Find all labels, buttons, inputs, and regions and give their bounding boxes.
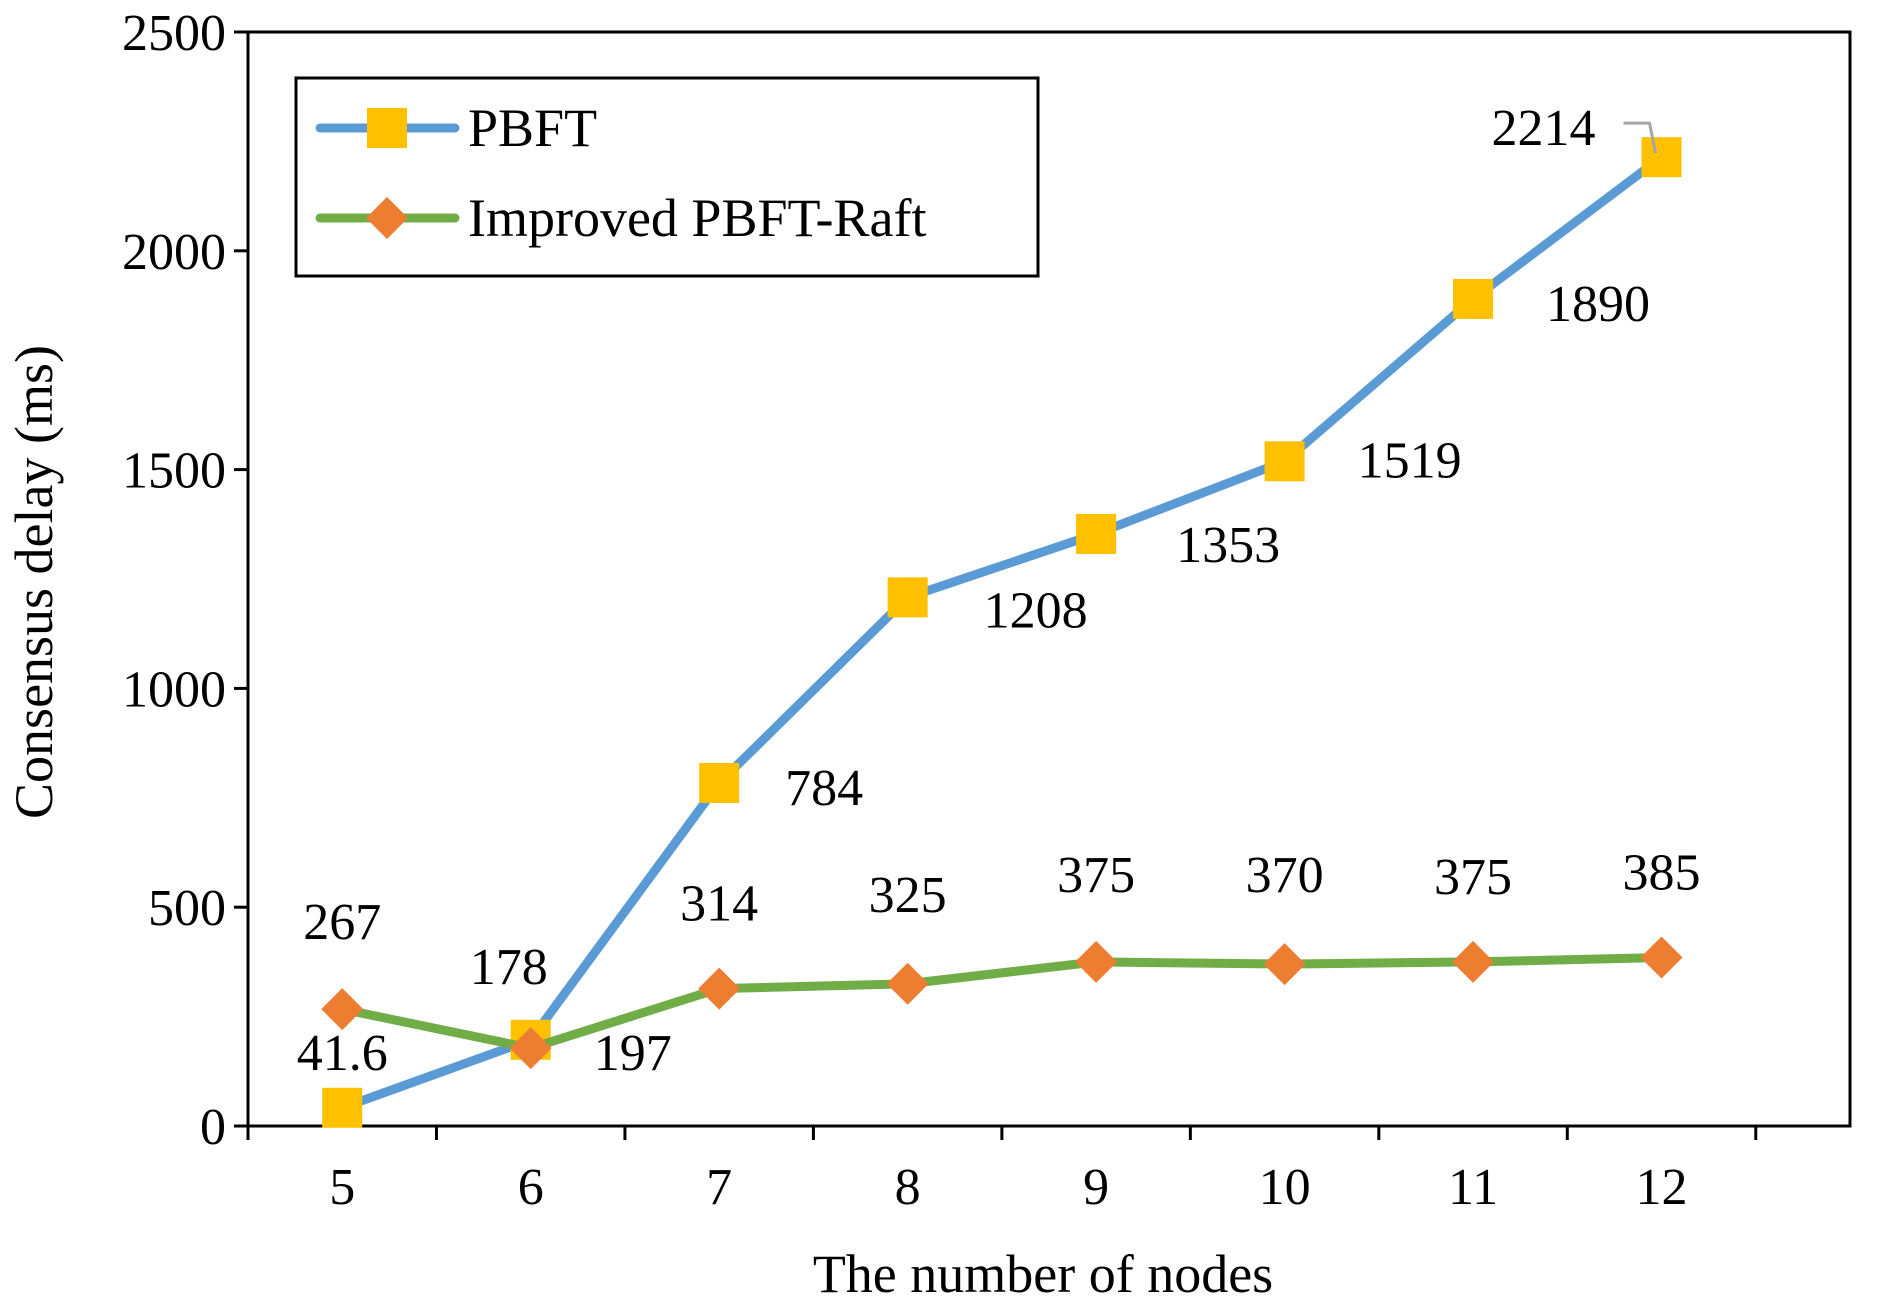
x-tick-label: 5 (329, 1159, 355, 1216)
x-tick-label: 9 (1083, 1159, 1109, 1216)
data-label: 375 (1434, 849, 1512, 906)
x-tick-label: 7 (706, 1159, 732, 1216)
data-point-marker (699, 762, 740, 803)
legend-marker (366, 197, 408, 239)
data-point-marker (1264, 441, 1305, 482)
data-label: 385 (1623, 845, 1701, 902)
x-tick-label: 11 (1448, 1159, 1498, 1216)
data-label: 1353 (1176, 517, 1280, 574)
series-improved-pbft-raft (321, 936, 1683, 1070)
x-tick-label: 10 (1259, 1159, 1311, 1216)
data-label: 1519 (1358, 432, 1462, 489)
data-point-marker (1263, 943, 1306, 986)
y-tick-label: 2500 (122, 5, 226, 62)
legend-entry: PBFT (315, 98, 597, 158)
data-label: 375 (1057, 847, 1135, 904)
legend-label: Improved PBFT-Raft (468, 188, 927, 248)
series-line (337, 953, 1667, 1053)
y-tick-label: 1000 (122, 661, 226, 718)
x-tick-label: 8 (895, 1159, 921, 1216)
legend-box (294, 76, 1040, 278)
data-point-marker (698, 967, 741, 1010)
x-axis-title: The number of nodes (813, 1244, 1273, 1304)
legend: PBFT Improved PBFT-Raft (294, 76, 1040, 278)
y-axis-title: Consensus delay (ms) (4, 345, 64, 819)
data-point-marker (509, 1027, 552, 1070)
data-label: 314 (680, 876, 758, 933)
data-point-marker (1076, 513, 1117, 554)
y-tick-label: 2000 (122, 224, 226, 281)
x-tick-label: 6 (518, 1159, 544, 1216)
data-point-marker (1641, 137, 1682, 178)
data-point-marker (1640, 936, 1683, 979)
data-label: 197 (594, 1025, 672, 1082)
data-point-marker (1075, 940, 1118, 983)
data-point-marker (887, 577, 928, 618)
data-label: 267 (303, 894, 381, 951)
y-tick-label: 500 (148, 880, 226, 937)
data-label: 41.6 (297, 1025, 388, 1082)
data-point-marker (886, 962, 929, 1005)
series-line (337, 152, 1667, 1113)
legend-entry: Improved PBFT-Raft (315, 188, 927, 248)
data-point-marker (1453, 278, 1494, 319)
data-label: 370 (1246, 847, 1324, 904)
data-label: 1208 (984, 582, 1088, 639)
data-point-marker (321, 988, 364, 1031)
data-label: 1890 (1546, 276, 1650, 333)
plot-area-border (246, 30, 1852, 1128)
y-tick-label: 0 (200, 1099, 226, 1156)
data-point-marker (322, 1087, 363, 1128)
y-tick-label: 1500 (122, 443, 226, 500)
x-tick-label: 12 (1636, 1159, 1688, 1216)
data-label-leader-line (1623, 121, 1658, 154)
legend-label: PBFT (468, 98, 597, 158)
data-point-marker (1452, 940, 1495, 983)
data-label: 2214 (1492, 100, 1596, 157)
data-label: 178 (470, 939, 548, 996)
data-label: 784 (785, 760, 863, 817)
data-label: 325 (869, 867, 947, 924)
legend-marker (367, 108, 407, 148)
